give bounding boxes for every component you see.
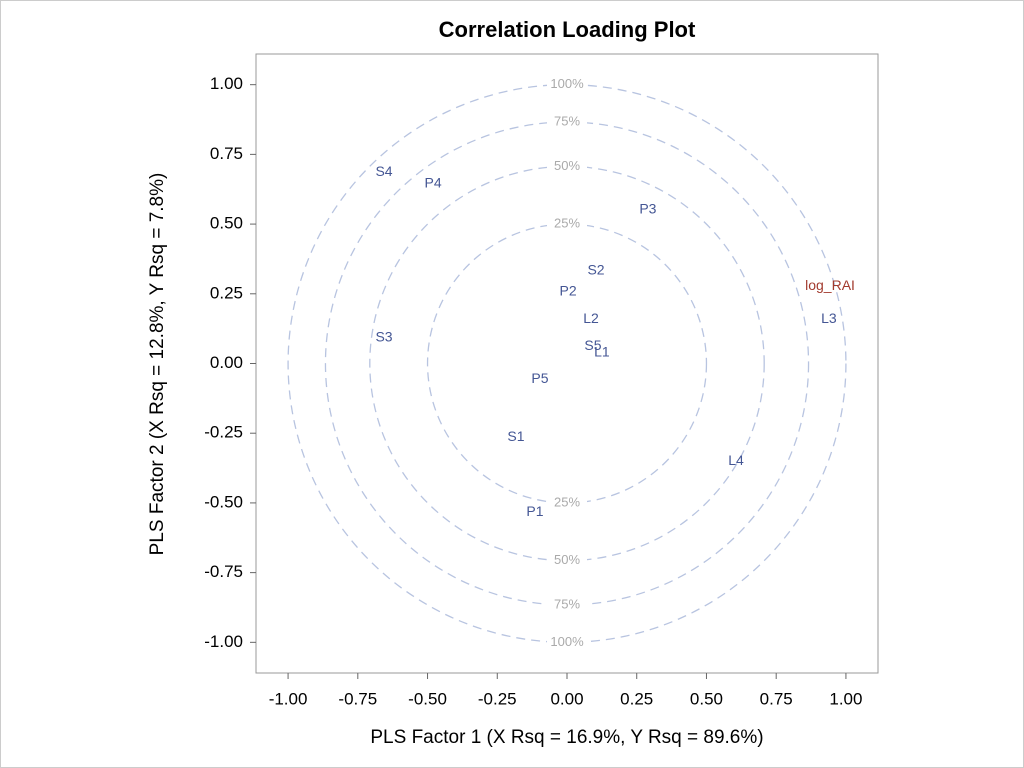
- circle-label: 25%: [554, 216, 580, 231]
- point-label: P2: [560, 282, 577, 298]
- point-label: P5: [531, 370, 548, 386]
- y-tick-label: -1.00: [204, 632, 243, 651]
- point-label: L3: [821, 310, 837, 326]
- point-label: S5: [584, 337, 601, 353]
- point-label: L2: [583, 310, 599, 326]
- circle-label-bg: [547, 553, 587, 568]
- x-tick-label: -1.00: [269, 689, 308, 708]
- circle-label-bg: [547, 495, 587, 510]
- circle-label-bg: [547, 217, 587, 232]
- circle-label: 75%: [554, 596, 580, 611]
- point-label: S2: [587, 261, 604, 277]
- point-label: L4: [728, 452, 744, 468]
- x-tick-label: 0.50: [690, 689, 723, 708]
- point-label: P4: [425, 174, 442, 190]
- y-tick-label: 1.00: [210, 74, 243, 93]
- x-tick-label: 0.75: [760, 689, 793, 708]
- circle-label-bg: [547, 597, 587, 612]
- point-label: log_RAI: [805, 277, 855, 293]
- point-label: P1: [526, 503, 543, 519]
- y-tick-label: 0.75: [210, 144, 243, 163]
- x-tick-label: -0.50: [408, 689, 447, 708]
- point-label: P3: [639, 200, 656, 216]
- y-tick-label: 0.00: [210, 353, 243, 372]
- x-tick-label: -0.75: [338, 689, 377, 708]
- point-label: S4: [375, 163, 392, 179]
- circle-label: 75%: [554, 113, 580, 128]
- y-tick-label: -0.25: [204, 423, 243, 442]
- y-tick-label: -0.50: [204, 492, 243, 511]
- point-label: S1: [507, 428, 524, 444]
- circle-label-bg: [547, 115, 587, 130]
- circle-label: 25%: [554, 494, 580, 509]
- y-tick-label: -0.75: [204, 562, 243, 581]
- x-tick-label: 0.00: [550, 689, 583, 708]
- x-tick-label: -0.25: [478, 689, 517, 708]
- x-tick-label: 1.00: [829, 689, 862, 708]
- y-tick-label: 0.50: [210, 214, 243, 233]
- y-tick-label: 0.25: [210, 283, 243, 302]
- x-axis-label: PLS Factor 1 (X Rsq = 16.9%, Y Rsq = 89.…: [370, 727, 763, 748]
- circle-label: 100%: [550, 76, 584, 91]
- circle-label-bg: [547, 159, 587, 174]
- chart-title: Correlation Loading Plot: [439, 17, 696, 42]
- correlation-circle: [369, 165, 765, 562]
- circle-label: 50%: [554, 158, 580, 173]
- y-axis-label: PLS Factor 2 (X Rsq = 12.8%, Y Rsq = 7.8…: [147, 173, 168, 556]
- circle-label-bg: [547, 77, 587, 92]
- point-label: L1: [594, 343, 610, 359]
- circle-label-bg: [547, 635, 587, 650]
- point-label: S3: [375, 328, 392, 344]
- circle-label: 50%: [554, 552, 580, 567]
- x-tick-label: 0.25: [620, 689, 653, 708]
- circle-label: 100%: [550, 634, 584, 649]
